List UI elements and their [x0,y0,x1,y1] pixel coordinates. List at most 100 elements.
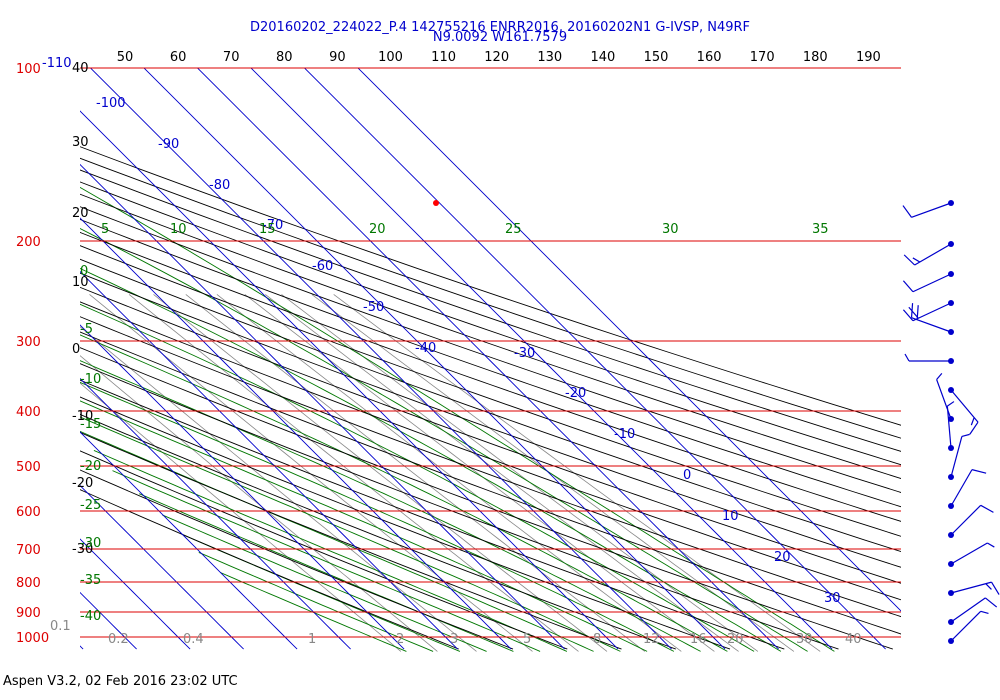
moist-adiabat-label: -15 [80,417,101,432]
wind-barb-staff [950,469,973,507]
wind-barb [902,271,954,293]
pressure-tick-label: 300 [16,335,41,350]
theta-tick-label: 110 [431,50,456,65]
isotherm-line [80,163,565,650]
wind-barb [902,200,954,218]
mixing-ratio-label: 0.1 [50,619,71,634]
dry-adiabat-line [80,347,893,650]
wind-barb-staff [936,379,952,420]
isotherm-line [80,324,405,650]
pressure-tick-label: 1000 [16,631,49,646]
height-tick-label: -10 [72,409,93,424]
dry-adiabat-line [80,218,901,508]
isotherm-label: -30 [514,346,535,361]
moist-adiabat-label: -30 [80,536,101,551]
theta-tick-label: 190 [856,50,881,65]
height-tick-label: -30 [72,542,93,557]
mixing-ratio-label: 1 [308,632,316,647]
moist-adiabat-label: 0 [80,264,88,279]
theta-tick-label: 80 [276,50,293,65]
wind-barb-feather [961,433,970,438]
theta-tick-label: 60 [170,50,187,65]
footer-version-text: Aspen V3.2, 02 Feb 2016 23:02 UTC [3,674,238,689]
mixing-ratio-label: 40 [845,632,862,647]
moist-adiabat-label: 25 [505,222,522,237]
mixing-ratio-label: 8 [593,632,601,647]
wind-barb-feather [916,305,919,320]
dry-adiabat-line [80,331,901,635]
isotherm-label: -80 [209,178,230,193]
wind-barb-feather [980,504,994,513]
dry-adiabat-line [80,169,901,452]
height-tick-label: -20 [72,476,93,491]
wind-barb [948,542,995,567]
mixing-ratio-label: 30 [796,632,813,647]
wind-barb [902,300,954,322]
mixing-ratio-line [80,355,438,652]
wind-barb [904,353,954,364]
isotherm-line [80,431,298,650]
theta-tick-label: 100 [378,50,403,65]
dry-adiabat-line [80,286,901,584]
wind-barb-staff [950,597,986,623]
pressure-tick-label: 900 [16,606,41,621]
isotherm-line [80,538,191,650]
pressure-tick-label: 500 [16,460,41,475]
height-tick-label: 0 [72,342,80,357]
isotherm-line [80,591,137,650]
theta-tick-label: 140 [590,50,615,65]
sounding-data-point [433,200,439,206]
mixing-ratio-line [80,326,477,652]
theta-tick-label: 180 [803,50,828,65]
wind-barb-feather [903,254,916,266]
dry-adiabat-line [80,450,568,650]
moist-adiabat-label: 15 [259,222,276,237]
mixing-ratio-label: 0.4 [183,632,204,647]
isotherm-label: -10 [614,427,635,442]
isotherm-line [80,270,458,650]
moist-adiabat-label: -35 [80,573,101,588]
wind-barb [948,469,987,509]
dry-adiabat-line [80,181,901,466]
dry-adiabat-line [80,413,676,650]
isotherm-line [80,484,244,650]
theta-tick-label: 70 [223,50,240,65]
wind-barb-feather [970,417,975,426]
isotherm-line [80,377,351,650]
wind-barb-staff [912,273,952,293]
isotherm-line [357,68,901,612]
dry-adiabat-line [80,245,901,537]
mixing-ratio-label: 16 [690,632,707,647]
mixing-ratio-label: 20 [727,632,744,647]
dry-adiabat-line [80,157,901,439]
mixing-ratio-label: 0.2 [108,632,129,647]
wind-barb-feather [987,542,995,548]
mixing-ratio-line [89,294,533,652]
mixing-ratio-label: 2 [396,632,404,647]
dry-adiabat-line [80,146,901,426]
moist-adiabat-label: -10 [80,372,101,387]
isotherm-label: -70 [262,218,283,233]
wind-barb-staff [950,610,982,642]
mixing-ratio-label: 12 [643,632,660,647]
wind-barb-feather [912,257,921,263]
isotherm-line [80,217,512,650]
chart-subtitle: N9.0092 W161.7579 [432,30,568,45]
wind-barb-staff [911,202,952,218]
wind-barb [936,372,954,422]
wind-barb-feather [902,280,914,293]
height-tick-label: 40 [72,61,89,76]
mixing-ratio-line [281,294,759,652]
isotherm-line [80,110,619,650]
mixing-ratio-label: 3 [450,632,458,647]
isotherm-label: -40 [415,341,436,356]
dry-adiabat-line [80,469,514,650]
top-temperature-label: -110 [42,56,72,71]
pressure-tick-label: 400 [16,405,41,420]
isotherm-label: -90 [158,137,179,152]
wind-barb-feather [991,581,1000,595]
moist-adiabat-label: 35 [812,222,829,237]
theta-tick-label: 90 [329,50,346,65]
dry-adiabat-line [80,258,901,553]
